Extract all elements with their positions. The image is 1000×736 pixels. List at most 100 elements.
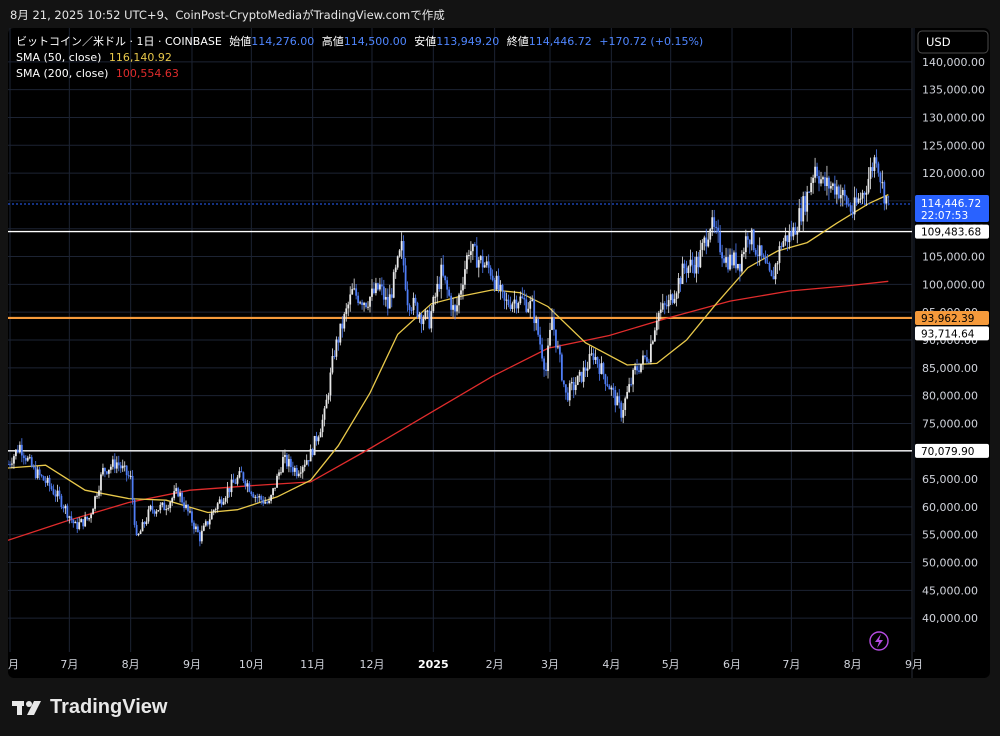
candle-body	[766, 262, 769, 264]
candle-body	[325, 399, 328, 409]
current-price-label: 114,446.72	[921, 198, 981, 210]
x-tick-label: 4月	[602, 658, 620, 671]
candle-body	[814, 166, 816, 178]
candle-body	[481, 256, 484, 268]
footer-bar: TradingView	[0, 682, 1000, 736]
chart-panel[interactable]: 40,000.00 45,000.00 50,000.00 55,000.00 60,0…	[1, 28, 990, 678]
candle-body	[98, 490, 100, 496]
candle-body	[483, 265, 486, 268]
candle-body	[729, 254, 731, 270]
candle-body	[177, 488, 180, 497]
candle-body	[34, 467, 37, 478]
candle-body	[669, 294, 672, 301]
level-tag	[915, 224, 989, 239]
candle-body	[196, 526, 199, 533]
candle-body	[744, 236, 747, 253]
sma200-line	[7, 280, 889, 541]
tradingview-logo[interactable]: TradingView	[12, 696, 167, 719]
candle-body	[509, 305, 512, 309]
currency-button[interactable]: USD	[917, 30, 989, 54]
candle-body	[444, 275, 447, 281]
candle-body	[248, 483, 251, 492]
candle-body	[752, 229, 755, 251]
candle-body	[133, 500, 136, 525]
candle-body	[30, 457, 33, 467]
y-tick-label: 100,000.00	[922, 278, 985, 291]
candle-body	[822, 177, 824, 180]
candle-body	[179, 492, 181, 497]
x-tick-label: 5月	[662, 658, 680, 671]
candle-body	[119, 465, 122, 469]
candle-body	[521, 296, 524, 298]
candle-body	[60, 495, 63, 507]
candle-body	[689, 259, 692, 267]
candle-body	[867, 178, 870, 193]
high-value: 114,500.00	[344, 35, 407, 48]
candle-body	[778, 246, 781, 263]
candle-body	[772, 276, 775, 280]
candle-body	[828, 177, 830, 189]
price-chart[interactable]: 40,000.00 45,000.00 50,000.00 55,000.00 60,0…	[1, 28, 990, 678]
x-tick-label: 7月	[782, 658, 800, 671]
candle-body	[541, 344, 543, 359]
candle-body	[798, 208, 801, 232]
lightning-icon[interactable]	[869, 631, 889, 651]
candle-body	[102, 467, 104, 475]
candle-body	[705, 237, 708, 247]
candle-body	[608, 385, 611, 390]
tradingview-logo-icon	[12, 700, 41, 715]
candle-body	[422, 318, 425, 325]
candle-body	[396, 256, 399, 268]
x-tick-label: 6月	[723, 658, 741, 671]
candle-body	[871, 167, 874, 172]
candle-body	[851, 211, 854, 215]
candle-body	[715, 226, 718, 228]
candle-body	[410, 310, 413, 312]
candle-body	[412, 297, 415, 311]
candle-body	[452, 305, 454, 310]
candle-body	[493, 280, 496, 290]
candle-body	[547, 345, 549, 371]
candle-body	[833, 183, 836, 195]
candle-body	[111, 459, 114, 467]
candle-body	[774, 264, 777, 280]
candle-body	[829, 186, 832, 189]
candle-body	[881, 182, 884, 184]
candle-body	[289, 459, 292, 468]
candle-body	[564, 384, 567, 393]
candle-body	[667, 300, 670, 307]
candle-body	[286, 455, 288, 467]
candle-body	[62, 506, 65, 509]
change-value: +170.72 (+0.15%)	[599, 35, 703, 48]
candle-body	[24, 458, 27, 461]
candle-body	[278, 472, 280, 476]
x-tick-label: 3月	[541, 658, 559, 671]
candle-body	[788, 231, 791, 243]
candle-body	[663, 303, 666, 305]
x-axis: 6月 7月 8月 9月 10月 11月 12月 2025 2月 3月 4月 5月 6月 7月 8月 9月	[1, 658, 923, 671]
candle-body	[276, 475, 278, 488]
candle-body	[206, 521, 209, 525]
candle-body	[402, 241, 405, 266]
candle-body	[195, 526, 197, 530]
candle-body	[545, 369, 547, 371]
candle-body	[616, 396, 619, 406]
candle-body	[329, 372, 332, 396]
candle-body	[731, 254, 733, 266]
candle-body	[420, 314, 423, 325]
candle-body	[131, 475, 134, 501]
candle-body	[147, 509, 150, 522]
candle-body	[266, 502, 269, 504]
candle-body	[636, 366, 638, 371]
candle-body	[92, 508, 94, 515]
candle-body	[707, 239, 710, 247]
y-tick-label: 45,000.00	[922, 584, 978, 597]
candle-body	[713, 217, 716, 227]
candle-body	[242, 472, 245, 481]
level-label: 93,962.39	[921, 313, 974, 325]
candle-body	[515, 299, 518, 309]
candle-body	[845, 196, 848, 205]
candle-body	[640, 363, 642, 372]
candle-body	[711, 217, 714, 230]
candle-body	[701, 242, 704, 250]
